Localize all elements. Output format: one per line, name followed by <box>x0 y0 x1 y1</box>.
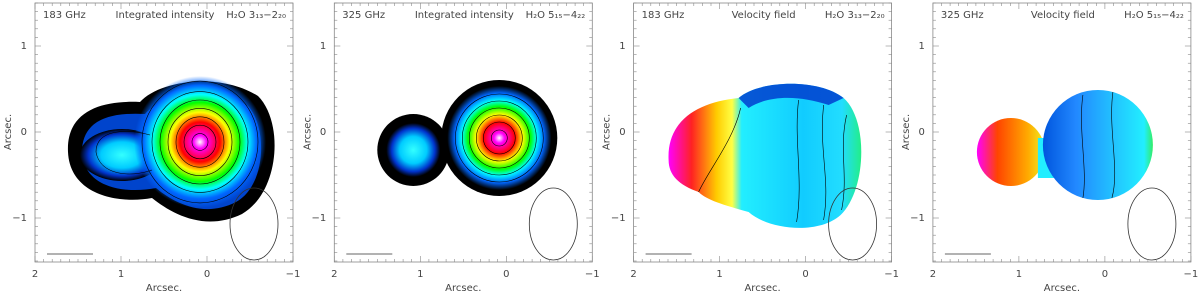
x-tick-label: 2 <box>630 269 636 280</box>
x-tick-label: 1 <box>118 269 124 280</box>
y-tick-label: 0 <box>919 127 925 138</box>
map-label: Integrated intensity <box>116 10 215 21</box>
frequency-label: 325 GHz <box>342 10 385 21</box>
contour <box>191 133 209 151</box>
contour <box>841 114 847 211</box>
map-label: Velocity field <box>1031 10 1095 21</box>
contour <box>796 99 800 223</box>
map-peak <box>447 86 552 190</box>
contour <box>159 99 241 185</box>
y-tick-label: 1 <box>619 41 625 52</box>
frequency-label: 183 GHz <box>642 10 685 21</box>
x-tick-label: −1 <box>1184 269 1199 280</box>
contour <box>822 104 827 221</box>
line-label: H₂O 3₁₃−2₂₀ <box>226 10 286 21</box>
x-tick-label: 2 <box>930 269 936 280</box>
y-tick-label: 1 <box>919 41 925 52</box>
contour <box>482 121 516 155</box>
y-tick-label: 0 <box>320 127 326 138</box>
y-axis-label: Arcsec. <box>602 114 613 150</box>
contour <box>167 108 233 176</box>
contour <box>141 80 259 204</box>
contour <box>151 91 249 193</box>
frequency-label: 183 GHz <box>43 10 86 21</box>
y-tick-label: −1 <box>12 213 27 224</box>
map-peak <box>134 76 266 208</box>
x-tick-label: 0 <box>503 269 509 280</box>
y-tick-label: −1 <box>910 213 925 224</box>
y-tick-label: −1 <box>611 213 626 224</box>
x-tick-label: 2 <box>331 269 337 280</box>
beam <box>528 187 578 261</box>
contour <box>475 114 523 162</box>
y-axis-label: Arcsec. <box>302 114 313 150</box>
beam <box>1127 187 1177 261</box>
contour <box>95 131 153 175</box>
contour <box>175 116 225 168</box>
y-tick-label: 0 <box>619 127 625 138</box>
y-axis-label: Arcsec. <box>3 114 14 150</box>
x-tick-label: 1 <box>716 269 722 280</box>
panel: 325 GHz Integrated intensity H₂O 5₁₅−4₂₂ 2 1… <box>302 2 600 294</box>
y-tick-label: 1 <box>21 41 27 52</box>
contour <box>1111 91 1116 199</box>
line-label: H₂O 5₁₅−4₂₂ <box>1124 10 1184 21</box>
contour <box>461 100 537 176</box>
line-label: H₂O 5₁₅−4₂₂ <box>526 10 586 21</box>
contour <box>490 129 508 147</box>
y-axis-label: Arcsec. <box>901 114 912 150</box>
contour <box>183 124 217 160</box>
x-tick-label: 0 <box>204 269 210 280</box>
frequency-label: 325 GHz <box>941 10 984 21</box>
x-tick-label: −1 <box>286 269 301 280</box>
x-tick-label: 1 <box>417 269 423 280</box>
contour <box>468 107 530 169</box>
x-axis-label: Arcsec. <box>1044 283 1080 294</box>
x-tick-label: 0 <box>1102 269 1108 280</box>
contour <box>454 93 544 183</box>
panel: 325 GHz Velocity field H₂O 5₁₅−4₂₂ 2 1 0 −1 1 0 −… <box>901 2 1199 294</box>
x-tick-label: −1 <box>884 269 899 280</box>
line-label: H₂O 3₁₃−2₂₀ <box>825 10 885 21</box>
y-tick-label: 0 <box>21 127 27 138</box>
contour <box>1081 94 1085 199</box>
contour <box>698 107 741 193</box>
x-tick-label: −1 <box>585 269 600 280</box>
x-tick-label: 1 <box>1016 269 1022 280</box>
map-label: Integrated intensity <box>415 10 514 21</box>
map-region <box>386 123 441 177</box>
y-tick-label: 1 <box>320 41 326 52</box>
beam <box>828 187 877 261</box>
panel: 183 GHz Velocity field H₂O 3₁₃−2₂₀ 2 1 0 −1 1 0 −… <box>602 2 899 294</box>
velocity-region <box>738 83 844 108</box>
x-axis-label: Arcsec. <box>744 283 780 294</box>
y-tick-label: −1 <box>312 213 327 224</box>
velocity-region <box>668 83 862 228</box>
velocity-region <box>1042 90 1153 200</box>
velocity-region <box>976 118 1045 186</box>
x-axis-label: Arcsec. <box>445 283 481 294</box>
x-tick-label: 0 <box>802 269 808 280</box>
x-tick-label: 2 <box>32 269 38 280</box>
panel: 183 GHz Integrated intensity H₂O 3₁₃−2₂₀ 2 1… <box>3 2 301 294</box>
beam <box>229 187 279 261</box>
x-axis-label: Arcsec. <box>146 283 182 294</box>
map-label: Velocity field <box>732 10 796 21</box>
